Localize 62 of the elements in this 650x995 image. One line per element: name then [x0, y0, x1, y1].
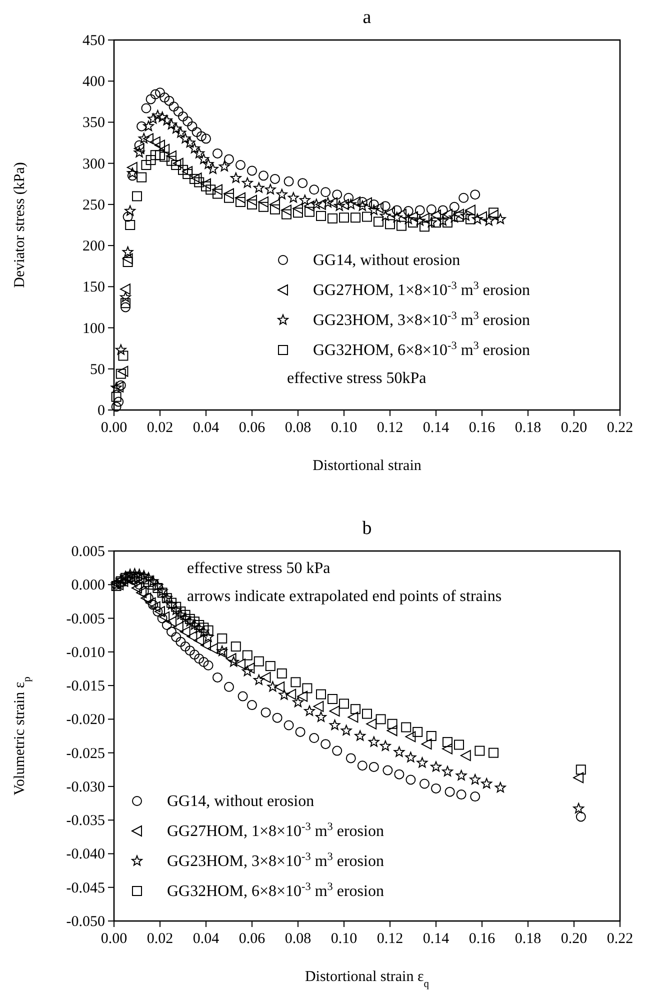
- x-tick-label: 0.06: [238, 420, 266, 436]
- x-tick-label: 0.04: [192, 931, 220, 947]
- x-tick-label: 0.16: [468, 420, 496, 436]
- y-axis-title: Deviator stress (kPa): [12, 162, 28, 288]
- y-tick-label: 0.005: [71, 544, 105, 560]
- y-tick-label: -0.015: [66, 678, 105, 695]
- x-axis-title: Distortional strain: [312, 458, 422, 474]
- x-tick-label: 0.04: [192, 420, 220, 436]
- legend-label: GG23HOM, 3×8×10$^{-3}$ m$^{3}$ erosion: [167, 851, 384, 870]
- legend-label: GG27HOM, 1×8×10$^{-3}$ m$^{3}$ erosion: [313, 280, 530, 299]
- x-tick-label: 0.02: [146, 931, 174, 947]
- x-tick-label: 0.08: [284, 931, 312, 947]
- y-tick-label: 300: [82, 156, 105, 172]
- x-tick-label: 0.00: [100, 420, 128, 436]
- y-tick-label: 350: [82, 115, 105, 132]
- x-tick-label: 0.12: [376, 931, 404, 947]
- annotation: effective stress 50 kPa: [187, 560, 330, 577]
- legend-label: GG32HOM, 6×8×10$^{-3}$ m$^{3}$ erosion: [167, 881, 384, 900]
- x-tick-label: 0.22: [606, 420, 634, 436]
- y-tick-label: 400: [82, 74, 105, 90]
- y-tick-label: 0.000: [71, 578, 105, 594]
- x-tick-label: 0.18: [514, 420, 542, 436]
- y-tick-label: -0.030: [66, 779, 105, 796]
- y-tick-label: 100: [82, 320, 105, 337]
- x-tick-label: 0.00: [100, 931, 128, 947]
- y-tick-label: 0: [98, 403, 105, 419]
- annotation: arrows indicate extrapolated end points of strains: [187, 588, 502, 605]
- x-tick-label: 0.18: [514, 931, 542, 947]
- x-tick-label: 0.02: [146, 420, 174, 436]
- chart-title: b: [362, 518, 372, 539]
- x-tick-label: 0.06: [238, 931, 266, 947]
- y-tick-label: -0.025: [66, 746, 105, 762]
- y-tick-label: 450: [82, 33, 105, 49]
- legend-label: GG27HOM, 1×8×10$^{-3}$ m$^{3}$ erosion: [167, 821, 384, 840]
- y-tick-label: -0.005: [66, 611, 105, 628]
- y-tick-label: 250: [82, 197, 105, 214]
- x-axis-title: Distortional strain ε$_{q}$: [304, 969, 430, 990]
- y-tick-label: -0.020: [66, 712, 105, 728]
- y-tick-label: -0.035: [66, 813, 105, 830]
- legend-label: GG14, without erosion: [313, 252, 460, 269]
- x-tick-label: 0.14: [422, 931, 450, 947]
- y-tick-label: 50: [90, 362, 105, 378]
- x-tick-label: 0.10: [330, 931, 358, 947]
- x-tick-label: 0.14: [422, 420, 450, 436]
- legend-label: GG14, without erosion: [167, 793, 314, 810]
- x-tick-label: 0.12: [376, 420, 404, 436]
- legend-label: GG32HOM, 6×8×10$^{-3}$ m$^{3}$ erosion: [313, 340, 530, 359]
- x-tick-label: 0.08: [284, 420, 312, 436]
- x-tick-label: 0.16: [468, 931, 496, 947]
- annotation: effective stress 50kPa: [287, 370, 426, 387]
- chart-title: a: [362, 7, 372, 28]
- x-tick-label: 0.10: [330, 420, 358, 436]
- y-tick-label: -0.045: [66, 880, 105, 896]
- y-tick-label: -0.010: [66, 644, 105, 661]
- x-tick-label: 0.22: [606, 931, 634, 947]
- x-tick-label: 0.20: [560, 931, 588, 947]
- y-tick-label: -0.040: [66, 846, 105, 863]
- y-tick-label: -0.050: [66, 914, 105, 930]
- legend-label: GG23HOM, 3×8×10$^{-3}$ m$^{3}$ erosion: [313, 310, 530, 329]
- y-tick-label: 150: [82, 280, 105, 296]
- x-tick-label: 0.20: [560, 420, 588, 436]
- y-tick-label: 200: [82, 238, 105, 255]
